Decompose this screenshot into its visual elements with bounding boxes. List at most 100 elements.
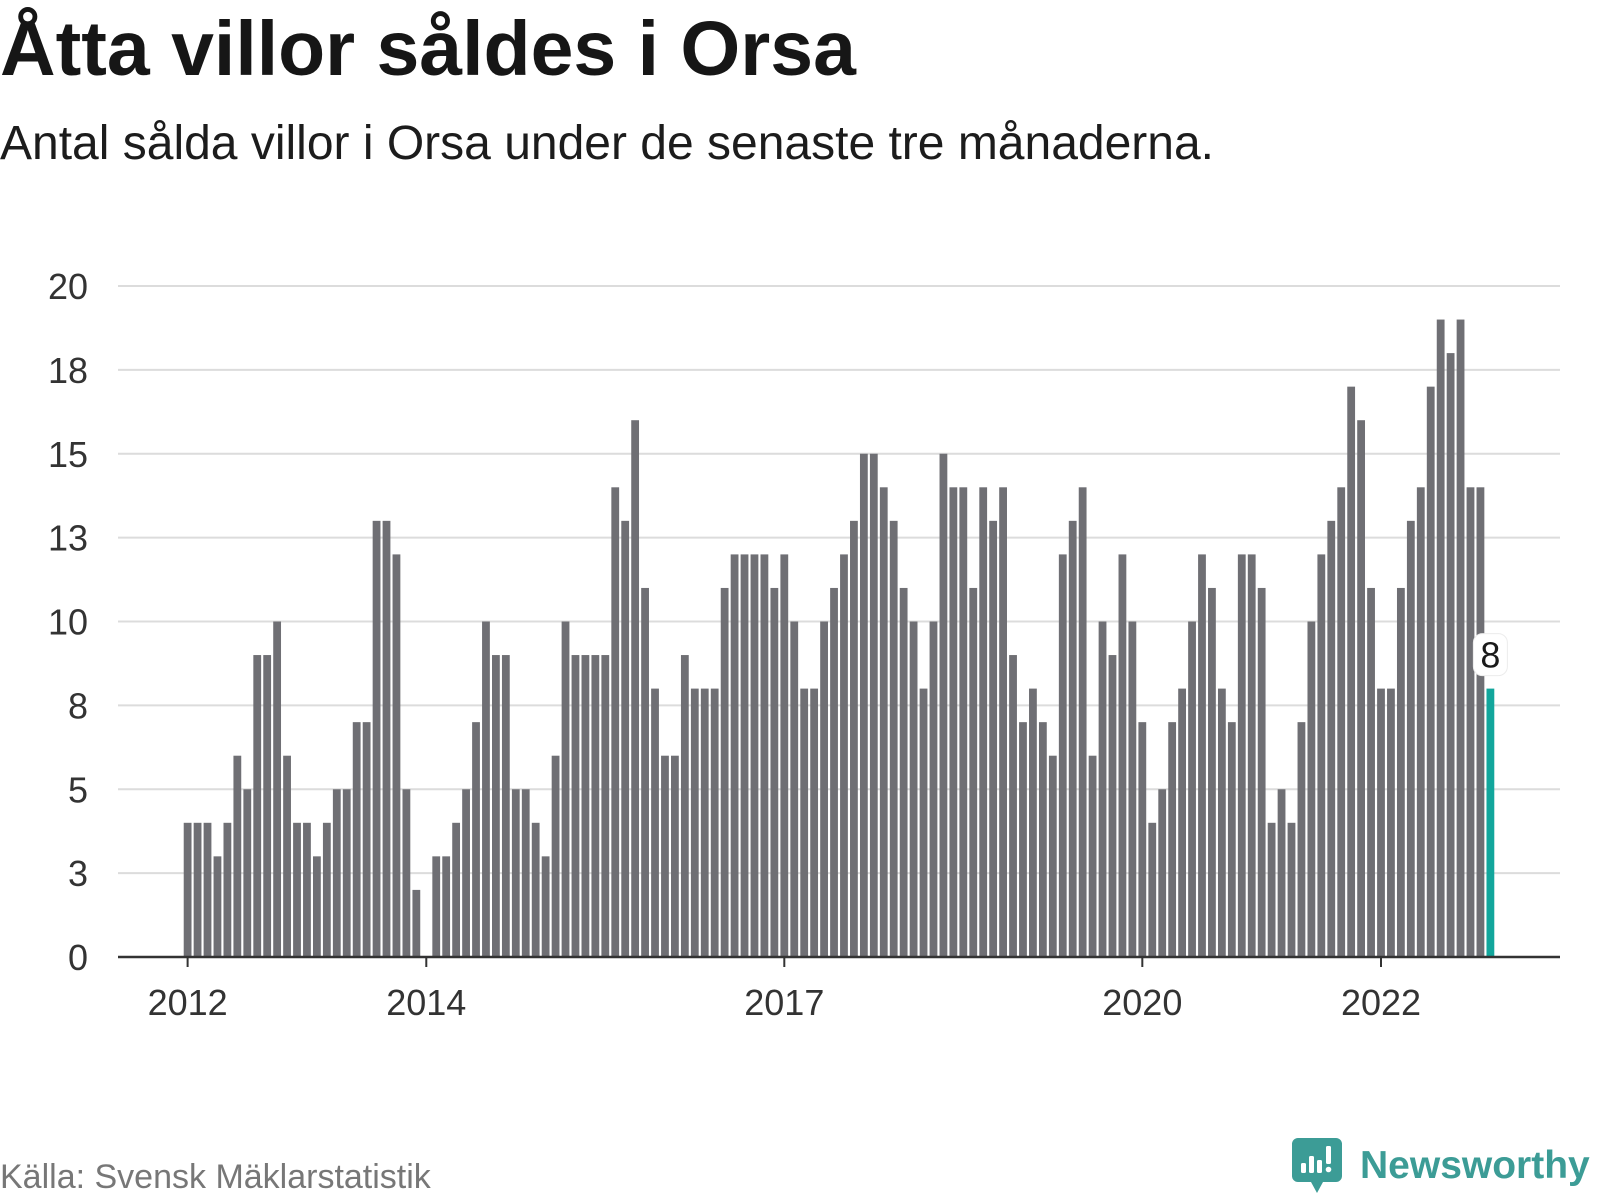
bar (780, 554, 789, 957)
value-annotation: 8 (1472, 633, 1508, 677)
bar (1108, 655, 1117, 957)
bar (1038, 722, 1047, 957)
y-tick-label: 13 (48, 518, 88, 559)
bar (830, 587, 838, 957)
bar (959, 487, 968, 957)
x-tick-label: 2017 (744, 982, 824, 1023)
bar (1208, 587, 1216, 957)
bar (1217, 688, 1226, 957)
bar (720, 587, 729, 957)
bar (1227, 722, 1236, 957)
bar (1466, 487, 1475, 957)
bar (342, 789, 351, 957)
bar (1347, 386, 1356, 957)
y-tick-label: 20 (48, 266, 88, 307)
bar (810, 688, 819, 957)
x-tick-label: 2014 (386, 982, 466, 1023)
bar (1367, 587, 1375, 957)
bar (690, 688, 699, 957)
bar (919, 688, 928, 957)
bar (989, 520, 998, 957)
y-tick-label: 0 (68, 937, 88, 978)
bar (671, 755, 679, 957)
bar (1377, 688, 1385, 957)
bar (730, 554, 739, 957)
x-tick-label: 2020 (1102, 982, 1182, 1023)
bar (551, 755, 560, 957)
bar (1158, 789, 1167, 957)
bar (1168, 722, 1177, 957)
y-tick-label: 15 (48, 434, 88, 475)
bar (1446, 353, 1455, 958)
bar (750, 554, 759, 957)
logo-icon-bar (1301, 1163, 1306, 1173)
bar (1436, 319, 1445, 957)
highlighted-bar (1486, 688, 1495, 957)
bar (790, 621, 799, 957)
bar (850, 520, 858, 957)
bar (293, 822, 301, 957)
bar (193, 822, 202, 957)
x-tick-label: 2022 (1341, 982, 1421, 1023)
bar (1237, 554, 1246, 957)
bar (641, 587, 649, 957)
bar (611, 487, 620, 957)
bar (939, 453, 948, 957)
value-annotation-box (1472, 633, 1508, 677)
bar (770, 587, 779, 957)
bar (362, 722, 371, 957)
bar (631, 420, 640, 957)
y-axis-tick-labels: 0 3 5 8 10 13 15 18 20 (48, 266, 88, 978)
bar (382, 520, 391, 957)
bar (1078, 487, 1087, 957)
bar (213, 856, 222, 957)
bar (283, 755, 291, 957)
bar (303, 822, 311, 957)
bar (352, 722, 361, 957)
bar (1068, 520, 1077, 957)
bar (462, 789, 470, 957)
bars (183, 319, 1495, 958)
bar (1009, 655, 1017, 957)
bar (511, 789, 520, 957)
bar (432, 856, 441, 957)
newsworthy-logo-text: Newsworthy (1360, 1144, 1590, 1187)
bar (482, 621, 490, 957)
bar (1198, 554, 1206, 957)
bar (223, 822, 232, 957)
bar (661, 755, 669, 957)
bar (760, 554, 769, 957)
bar (1128, 621, 1137, 957)
value-annotation-label: 8 (1480, 635, 1500, 676)
bar (879, 487, 888, 957)
y-tick-label: 10 (48, 602, 88, 643)
bar (1048, 755, 1057, 957)
bar (1267, 822, 1276, 957)
bar (1357, 420, 1366, 957)
bar (561, 621, 570, 957)
bar (1426, 386, 1435, 957)
bar (1387, 688, 1395, 957)
bar (680, 655, 689, 957)
bar (263, 655, 272, 957)
bar (800, 688, 809, 957)
bar (820, 621, 828, 957)
bar (203, 822, 212, 957)
bar-chart: 0 3 5 8 10 13 15 18 20 2012 2014 2017 2020 2022 8 (48, 266, 1560, 1023)
bar (909, 621, 918, 957)
bar (1277, 789, 1286, 957)
bar (899, 587, 908, 957)
chart-title: Åtta villor såldes i Orsa (0, 6, 856, 92)
bar (1019, 722, 1027, 957)
bar (1178, 688, 1186, 957)
bar (541, 856, 550, 957)
bar (869, 453, 878, 957)
bar (949, 487, 958, 957)
y-tick-label: 5 (68, 769, 88, 810)
bar (1058, 554, 1067, 957)
bar (1029, 688, 1037, 957)
bar (621, 520, 630, 957)
bar (1138, 722, 1147, 957)
bar (1416, 487, 1425, 957)
bar (651, 688, 659, 957)
